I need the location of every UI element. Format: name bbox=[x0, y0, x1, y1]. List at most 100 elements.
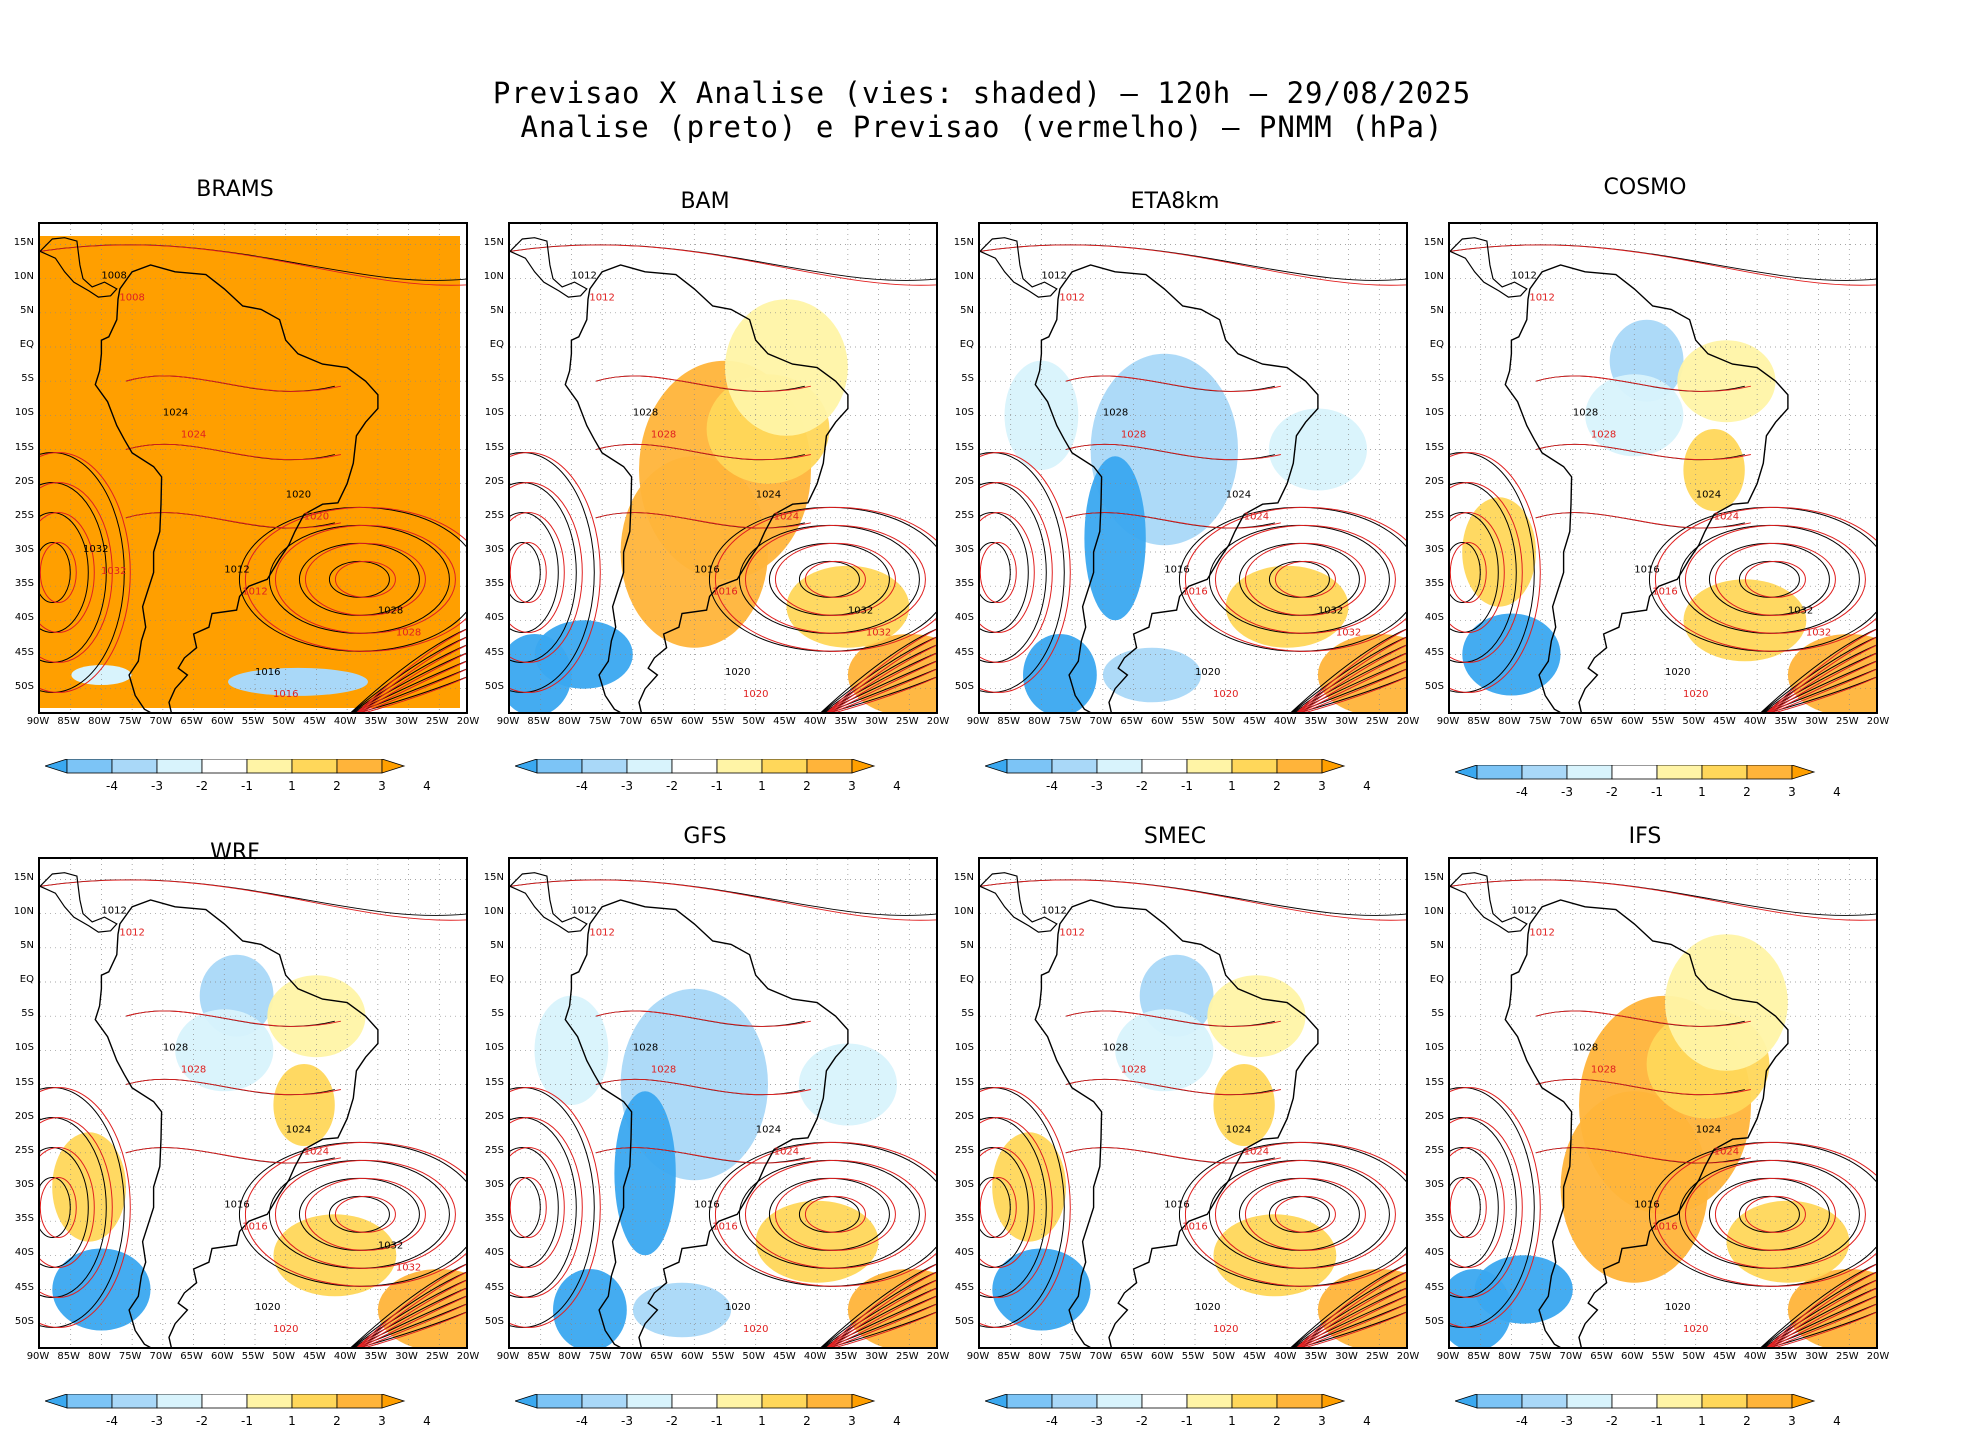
colorbar-tick-label: -2 bbox=[1606, 785, 1618, 799]
colorbar-segment bbox=[626, 759, 673, 774]
isobar bbox=[351, 1271, 466, 1347]
isobar bbox=[828, 653, 936, 712]
isobar-label: 1020 bbox=[1195, 667, 1220, 678]
bias-area bbox=[1207, 975, 1306, 1058]
isobar bbox=[1744, 1195, 1806, 1233]
longitude-tick-label: 35W bbox=[364, 716, 388, 727]
longitude-tick-label: 90W bbox=[496, 716, 520, 727]
latitude-tick-label: 35S bbox=[954, 578, 974, 590]
longitude-tick-label: 50W bbox=[1212, 1351, 1236, 1362]
isobar bbox=[980, 1117, 1053, 1298]
longitude-tick-label: 45W bbox=[303, 716, 326, 727]
isobar bbox=[1761, 636, 1876, 712]
isobar-label: 1028 bbox=[1573, 407, 1598, 418]
south-america-coastline bbox=[564, 899, 849, 1347]
longitude-tick-label: 30W bbox=[395, 716, 418, 727]
colorbar-tick-label: -4 bbox=[576, 1414, 588, 1428]
map-frame: 1012 1012 1016 1016 1020 1020 1024 1024 1028 1028 bbox=[978, 857, 1408, 1349]
longitude-tick-label: 70W bbox=[619, 1351, 643, 1362]
latitude-tick-label: 5S bbox=[21, 1008, 34, 1020]
longitude-axis: 90W 85W 80W 75W 70W 65W 60W 55W 50W 45W 40W 35W 30W 2… bbox=[497, 1351, 950, 1365]
longitude-tick-label: 20W bbox=[1866, 1351, 1890, 1362]
bias-map: 1012 1012 1016 1016 1020 1020 1024 1024 1028 1028… bbox=[40, 859, 466, 1347]
latitude-tick-label: 45S bbox=[1424, 1281, 1444, 1293]
longitude-tick-label: 85W bbox=[527, 716, 551, 727]
latitude-tick-label: 15N bbox=[1423, 236, 1444, 248]
colorbar-segment bbox=[66, 759, 113, 774]
isobar bbox=[1450, 452, 1541, 693]
latitude-tick-label: 40S bbox=[484, 1247, 504, 1259]
latitude-tick-label: 5N bbox=[20, 304, 34, 316]
colorbar-segment bbox=[1096, 759, 1143, 774]
isobar-label: 1020 bbox=[743, 689, 768, 700]
isobar bbox=[40, 1177, 71, 1238]
longitude-tick-label: 70W bbox=[149, 1351, 173, 1362]
isobar bbox=[274, 524, 456, 634]
colorbar-tick-label: -1 bbox=[1181, 779, 1193, 793]
isobar bbox=[1065, 1010, 1281, 1027]
latitude-tick-label: 15S bbox=[484, 1076, 504, 1088]
colorbar-tick-label: 4 bbox=[893, 1414, 901, 1428]
isobar-label: 1024 bbox=[756, 489, 781, 500]
isobar bbox=[1654, 1141, 1876, 1287]
longitude-tick-label: 25W bbox=[895, 716, 919, 727]
bias-field-positive bbox=[40, 236, 460, 708]
isobar-label: 1024 bbox=[774, 1146, 799, 1157]
isobar bbox=[244, 506, 466, 652]
isobar-label: 1012 bbox=[1059, 293, 1084, 304]
latitude-tick-label: 40S bbox=[954, 1247, 974, 1259]
colorbar: -4 -3 -2 -1 1 2 3 4 bbox=[985, 1394, 1395, 1434]
south-america-coastline bbox=[94, 264, 379, 712]
longitude-tick-label: 65W bbox=[650, 1351, 673, 1362]
isobar bbox=[40, 1117, 113, 1298]
longitude-tick-label: 90W bbox=[26, 716, 50, 727]
latitude-tick-label: 15N bbox=[483, 871, 504, 883]
colorbar-segment bbox=[1521, 1394, 1568, 1409]
isobar-label: 1020 bbox=[304, 511, 329, 522]
longitude-tick-label: 65W bbox=[180, 716, 203, 727]
latitude-tick-label: 20S bbox=[14, 1110, 34, 1122]
latitude-tick-label: 35S bbox=[484, 1213, 504, 1225]
isobar-label: 1028 bbox=[396, 628, 421, 639]
isobar bbox=[1450, 542, 1481, 603]
colorbar-segment bbox=[1476, 765, 1523, 780]
latitude-tick-label: 15S bbox=[1424, 441, 1444, 453]
longitude-tick-label: 20W bbox=[1866, 716, 1890, 727]
longitude-tick-label: 55W bbox=[241, 1351, 265, 1362]
figure-title: Previsao X Analise (vies: shaded) — 120h… bbox=[0, 76, 1964, 144]
isobar bbox=[510, 542, 547, 603]
isobar bbox=[595, 443, 811, 461]
latitude-tick-label: 25S bbox=[954, 509, 974, 521]
bias-area bbox=[1317, 1269, 1406, 1347]
isobar bbox=[1535, 512, 1751, 529]
colorbar-segment bbox=[111, 1394, 158, 1409]
isobar bbox=[510, 512, 565, 633]
longitude-tick-label: 25W bbox=[1365, 1351, 1389, 1362]
isobar-label: 1028 bbox=[633, 1042, 658, 1053]
bias-map: 1012 1012 1016 1016 1020 1020 1024 1024 1028 1028 bbox=[1450, 859, 1876, 1347]
colorbar-segment bbox=[985, 1394, 1008, 1409]
colorbar-segment bbox=[1006, 759, 1053, 774]
isobar bbox=[821, 1279, 936, 1347]
isobar-label: 1028 bbox=[1121, 1064, 1146, 1075]
bias-area bbox=[847, 634, 936, 712]
colorbar-labels: -4 -3 -2 -1 1 2 3 4 bbox=[985, 779, 1395, 795]
longitude-tick-label: 75W bbox=[118, 716, 142, 727]
isobar-label: 1008 bbox=[101, 271, 126, 282]
colorbar-tick-label: -3 bbox=[1091, 1414, 1103, 1428]
colorbar-tick-label: 1 bbox=[758, 779, 766, 793]
longitude-axis: 90W 85W 80W 75W 70W 65W 60W 55W 50W 45W 40W 35W 30W 2… bbox=[1437, 716, 1890, 730]
latitude-tick-label: 35S bbox=[14, 1213, 34, 1225]
colorbar-segment bbox=[1276, 1394, 1323, 1409]
colorbar-segment bbox=[806, 1394, 853, 1409]
south-america-coastline bbox=[564, 264, 849, 712]
isobar bbox=[510, 244, 936, 286]
latitude-tick-label: 30S bbox=[954, 1179, 974, 1190]
latitude-tick-label: 40S bbox=[1424, 1247, 1444, 1259]
isobar bbox=[835, 1311, 936, 1347]
longitude-tick-label: 80W bbox=[1028, 1351, 1051, 1362]
isobar bbox=[1296, 629, 1406, 712]
isobar-label: 1032 bbox=[396, 1263, 421, 1274]
longitude-tick-label: 70W bbox=[1559, 1351, 1583, 1362]
latitude-tick-label: 45S bbox=[954, 1281, 974, 1293]
